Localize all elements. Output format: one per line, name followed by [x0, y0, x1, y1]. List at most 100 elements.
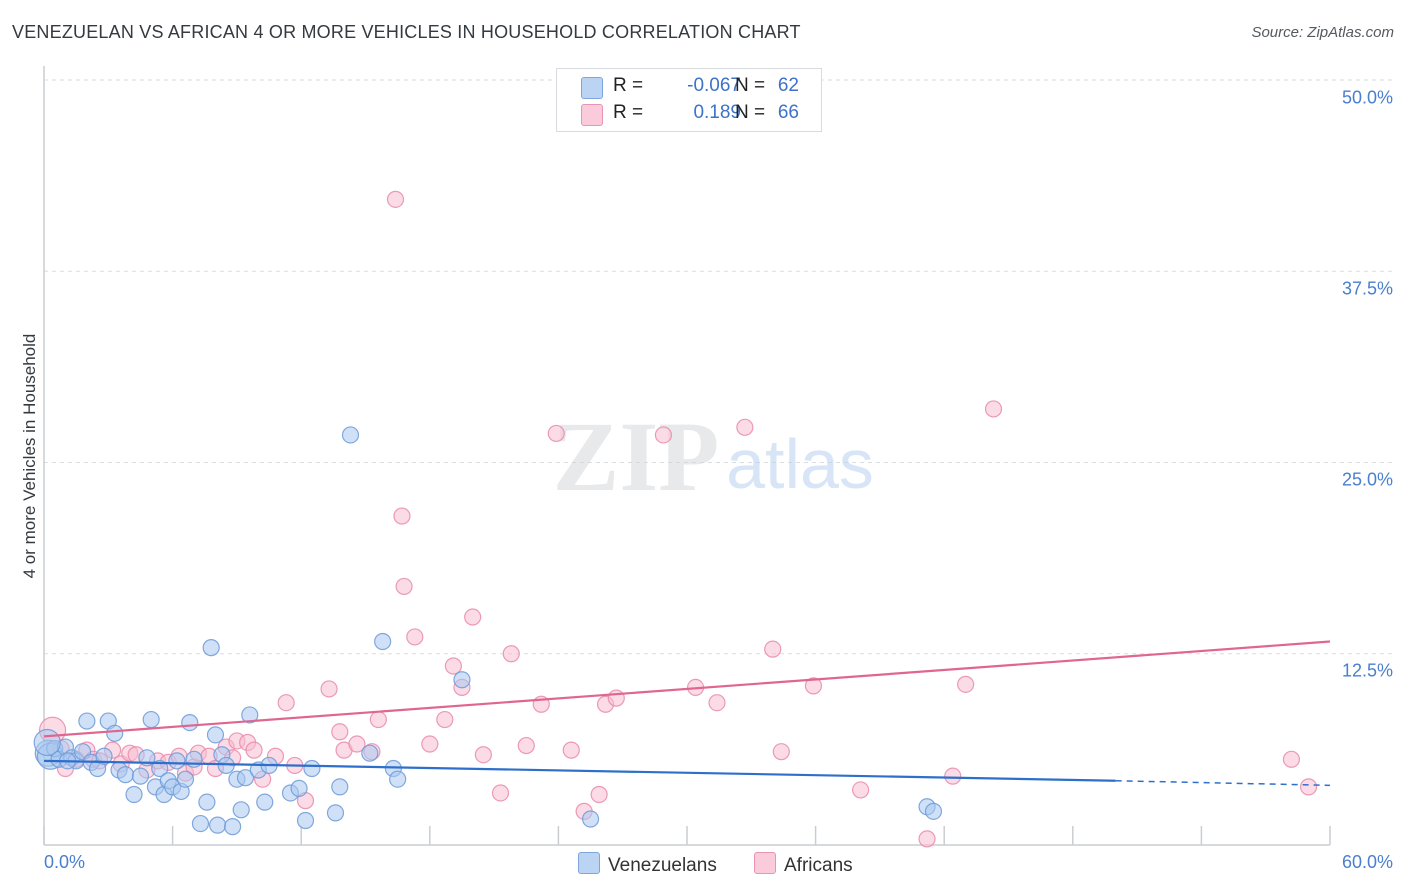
african-point	[708, 694, 726, 712]
african-point	[348, 735, 366, 753]
african-point	[607, 689, 625, 707]
african-point	[1282, 750, 1301, 768]
african-point	[1299, 778, 1318, 796]
legend-row-venezuelans: R = -0.067 N = 62	[581, 75, 821, 99]
chart-title: VENEZUELAN VS AFRICAN 4 OR MORE VEHICLES…	[12, 22, 801, 42]
venezuelan-point	[236, 769, 255, 787]
african-point	[386, 190, 405, 208]
african-point	[804, 677, 823, 695]
venezuelan-point	[256, 793, 274, 811]
venezuelan-point	[296, 811, 315, 830]
venezuelan-point	[331, 778, 349, 796]
venezuelan-point	[241, 706, 259, 724]
african-point	[331, 723, 349, 741]
venezuelan-point	[209, 816, 227, 834]
grid-lines	[44, 79, 1394, 655]
african-point	[491, 784, 510, 802]
african-trend-line	[43, 640, 1331, 738]
venezuelan-point	[125, 785, 143, 804]
trend-lines	[43, 640, 1331, 787]
venezuelan-point	[202, 639, 220, 657]
venezuelan-point	[224, 818, 242, 836]
legend-item-africans: Africans	[754, 852, 853, 877]
legend-item-venezuelans: Venezuelans	[578, 852, 717, 877]
venezuelan-point	[191, 814, 210, 833]
african-point	[502, 645, 520, 663]
venezuelan-point	[326, 804, 345, 822]
legend-label-africans: Africans	[784, 855, 853, 876]
x-tick-min: 0.0%	[44, 852, 86, 872]
watermark-atlas: atlas	[726, 425, 874, 503]
african-point	[245, 741, 263, 759]
legend-r-value-africans: 0.189	[693, 102, 741, 123]
african-point	[369, 710, 387, 729]
legend-n-value-africans: 66	[777, 102, 799, 123]
african-point	[957, 675, 975, 693]
legend-row-africans: R = 0.189 N = 66	[581, 102, 821, 126]
african-point	[918, 830, 936, 848]
african-point	[320, 680, 338, 698]
african-point	[444, 657, 462, 675]
watermark-zip: ZIP	[553, 401, 720, 512]
african-points	[38, 190, 1318, 848]
african-point	[277, 694, 295, 712]
venezuelan-point	[95, 747, 113, 765]
venezuelan-trend-line	[43, 759, 1116, 782]
african-point	[590, 785, 608, 804]
venezuelan-point	[116, 766, 135, 784]
african-point	[421, 735, 439, 753]
stats-legend: R = -0.067 N = 62 R = 0.189 N = 66	[556, 68, 822, 132]
african-point	[736, 418, 754, 436]
legend-r-label: R =	[613, 75, 644, 96]
african-point	[393, 507, 411, 525]
venezuelan-point	[290, 779, 308, 797]
axes	[43, 66, 1331, 846]
venezuelan-point	[151, 759, 169, 778]
legend-swatch-venezuelans	[578, 852, 600, 874]
venezuelan-point	[303, 759, 321, 778]
legend-swatch-venezuelans	[581, 77, 603, 99]
african-point	[464, 608, 482, 626]
venezuelan-point	[142, 710, 160, 729]
venezuelan-point	[206, 726, 225, 744]
venezuelan-point	[131, 767, 150, 785]
y-tick-12-5: 12.5%	[1341, 660, 1393, 681]
venezuelan-point	[181, 713, 199, 732]
venezuelan-point	[924, 802, 943, 820]
legend-label-venezuelans: Venezuelans	[608, 855, 717, 876]
legend-n-value-venezuelans: 62	[777, 75, 799, 96]
venezuelan-point	[232, 801, 250, 819]
venezuelan-point	[374, 632, 392, 651]
venezuelan-point	[176, 770, 195, 788]
african-point	[984, 400, 1003, 418]
venezuelan-point	[341, 426, 360, 444]
african-point	[406, 628, 424, 646]
venezuelan-point	[106, 724, 124, 742]
african-point	[395, 577, 413, 596]
venezuelan-point	[453, 671, 471, 689]
venezuelan-point	[168, 752, 186, 770]
african-point	[654, 426, 673, 444]
y-tick-25: 25.0%	[1341, 469, 1393, 490]
african-point	[474, 746, 492, 764]
legend-n-label: N =	[735, 75, 766, 96]
legend-swatch-africans	[581, 104, 603, 126]
y-tick-37-5: 37.5%	[1341, 278, 1393, 299]
african-point	[772, 743, 790, 761]
legend-r-label: R =	[613, 102, 644, 123]
african-point	[764, 640, 782, 658]
venezuelan-point	[78, 712, 96, 730]
legend-swatch-africans	[754, 852, 776, 874]
venezuelan-point	[185, 750, 203, 768]
african-point	[547, 424, 565, 443]
african-point	[852, 781, 870, 799]
african-point	[944, 767, 962, 785]
venezuelan-point	[389, 770, 407, 788]
african-point	[517, 736, 535, 755]
x-tick-max: 60.0%	[1341, 852, 1393, 872]
venezuelan-trend-extension	[1115, 779, 1331, 787]
venezuelan-point	[198, 793, 216, 811]
african-point	[562, 741, 580, 759]
african-point	[436, 710, 454, 729]
